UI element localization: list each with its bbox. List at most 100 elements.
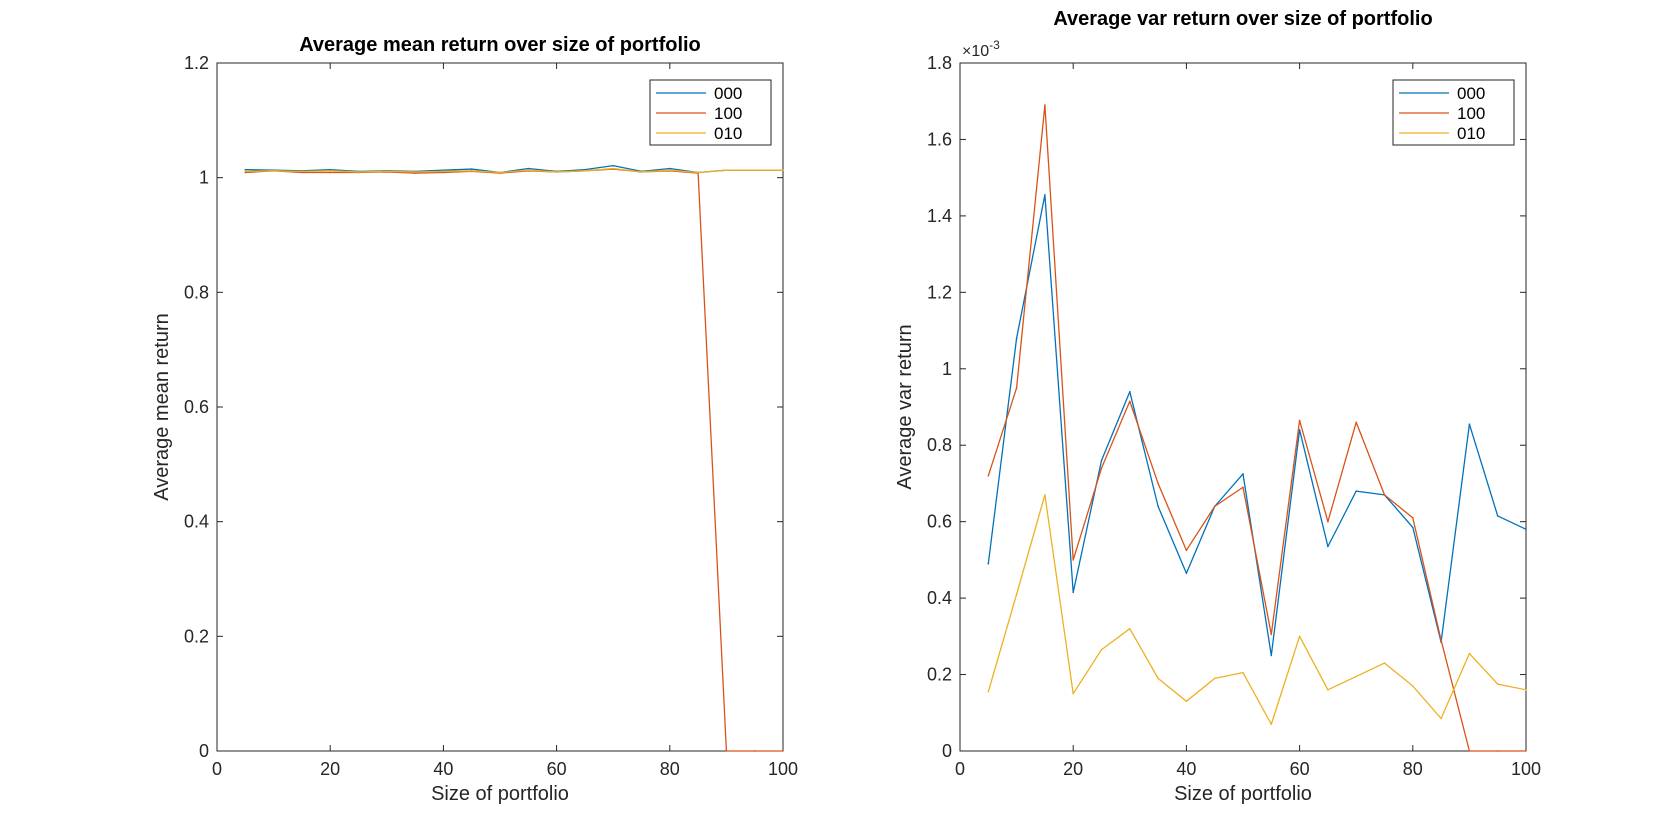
- mean-x-tick-label: 0: [212, 759, 222, 779]
- mean-data-point-100: [725, 750, 728, 752]
- var-data-point-000: [1496, 515, 1499, 517]
- var-data-point-000: [1242, 473, 1244, 475]
- mean-x-tick-label: 60: [547, 759, 567, 779]
- var-data-point-010: [1525, 689, 1527, 691]
- mean-data-point-100: [329, 171, 332, 174]
- var-data-point-010: [1015, 593, 1018, 596]
- var-x-tick-label: 40: [1176, 759, 1196, 779]
- var-data-point-100: [1242, 486, 1244, 489]
- var-series-line-100: [987, 104, 1526, 752]
- var-y-tick-label: 0: [942, 741, 952, 761]
- var-data-point-010: [1270, 723, 1273, 726]
- mean-data-point-010: [640, 171, 643, 173]
- var-data-point-010: [1383, 662, 1386, 664]
- mean-data-point-010: [527, 169, 530, 172]
- var-data-point-000: [1015, 337, 1018, 340]
- var-series-line-000: [987, 194, 1527, 657]
- mean-return-chart: 0 20 40 60 80 100 0 0.2 0.4 0.6 0.8 1 1.2 Average me…: [151, 34, 798, 805]
- var-x-tick-label: 60: [1290, 759, 1310, 779]
- var-data-point-010: [1355, 675, 1357, 678]
- mean-data-point-010: [725, 169, 728, 172]
- var-data-point-000: [1327, 545, 1329, 548]
- var-x-tick-label: 0: [955, 759, 965, 779]
- mean-data-point-010: [669, 169, 671, 172]
- mean-data-point-010: [612, 167, 614, 170]
- var-data-point-100: [1468, 750, 1471, 752]
- var-data-point-000: [1129, 390, 1131, 393]
- var-data-point-100: [1298, 419, 1301, 422]
- mean-x-tick-label: 40: [433, 759, 453, 779]
- var-x-tick-label: 100: [1511, 759, 1541, 779]
- mean-x-tick-label: 100: [768, 759, 798, 779]
- mean-data-point-010: [753, 169, 756, 172]
- mean-x-tick-label: 20: [320, 759, 340, 779]
- var-data-point-100: [1044, 104, 1046, 106]
- var-x-tick-label: 20: [1063, 759, 1083, 779]
- var-y-tick-label: 1.4: [927, 206, 952, 226]
- var-legend-label-000: 000: [1457, 84, 1485, 103]
- var-data-point-100: [1129, 400, 1131, 403]
- var-data-point-000: [987, 562, 990, 565]
- mean-y-tick-label: 0: [199, 741, 209, 761]
- var-data-point-000: [1355, 490, 1357, 492]
- var-data-point-000: [1157, 505, 1159, 508]
- mean-y-tick-label: 1: [199, 168, 209, 188]
- mean-data-point-010: [442, 170, 445, 173]
- var-legend-label-010: 010: [1457, 124, 1485, 143]
- var-data-point-100: [1412, 517, 1414, 519]
- var-chart-title: Average var return over size of portfoli…: [1053, 8, 1432, 30]
- var-data-point-000: [1185, 572, 1188, 575]
- var-data-point-010: [987, 690, 990, 693]
- var-data-point-100: [1185, 549, 1188, 552]
- var-data-point-000: [1525, 528, 1527, 531]
- mean-chart-legend: 000 100 010: [649, 79, 772, 146]
- mean-data-point-000: [612, 164, 614, 167]
- mean-data-point-000: [442, 169, 445, 172]
- mean-data-point-100: [414, 172, 416, 174]
- mean-data-point-100: [442, 171, 445, 174]
- var-data-point-010: [1213, 677, 1216, 680]
- mean-data-point-100: [753, 750, 756, 752]
- mean-data-point-010: [386, 170, 388, 173]
- mean-y-tick-label: 0.4: [184, 512, 209, 532]
- var-x-tick-label: 80: [1403, 759, 1423, 779]
- mean-data-point-010: [414, 171, 416, 173]
- var-chart-y-exponent: ×10-3: [962, 38, 1000, 60]
- var-data-point-100: [1383, 494, 1386, 496]
- var-data-point-010: [1242, 671, 1244, 674]
- var-data-point-000: [1044, 194, 1046, 196]
- mean-data-point-100: [244, 171, 247, 174]
- var-chart-exponent-base: ×10: [962, 43, 989, 60]
- mean-legend-label-100: 100: [714, 104, 742, 123]
- var-data-point-100: [1213, 505, 1216, 508]
- mean-chart-x-axis-label: Size of portfolio: [431, 783, 569, 805]
- mean-data-point-100: [782, 750, 784, 752]
- mean-series-line-010: [245, 167, 783, 174]
- var-data-point-010: [1044, 494, 1046, 496]
- mean-data-point-000: [470, 168, 473, 170]
- mean-x-tick-label: 80: [660, 759, 680, 779]
- var-return-chart: 0 20 40 60 80 100 0 0.2 0.4 0.6 0.8 1 1.2 1.4 1.6 1.8 A…: [894, 8, 1541, 805]
- var-data-point-100: [1100, 467, 1103, 469]
- mean-data-point-100: [301, 171, 303, 174]
- mean-legend-label-000: 000: [714, 84, 742, 103]
- mean-data-point-010: [357, 171, 360, 173]
- mean-data-point-010: [329, 169, 332, 172]
- var-data-point-010: [1100, 648, 1103, 651]
- var-data-point-000: [1468, 423, 1471, 426]
- mean-data-point-010: [301, 170, 303, 173]
- var-data-point-010: [1440, 717, 1442, 720]
- var-data-point-100: [1157, 482, 1159, 485]
- var-y-tick-label: 0.2: [927, 665, 952, 685]
- var-chart-ticks: [959, 62, 1527, 752]
- var-chart-series: [987, 104, 1527, 752]
- mean-chart-y-axis-label: Average mean return: [151, 313, 173, 501]
- var-chart-y-axis-label: Average var return: [894, 324, 916, 489]
- var-y-tick-label: 0.6: [927, 512, 952, 532]
- var-y-tick-label: 1: [942, 359, 952, 379]
- mean-data-point-010: [499, 171, 501, 174]
- mean-data-point-010: [555, 171, 558, 173]
- var-data-point-010: [1468, 652, 1471, 655]
- var-data-point-010: [1327, 689, 1329, 691]
- var-data-point-000: [1100, 459, 1103, 462]
